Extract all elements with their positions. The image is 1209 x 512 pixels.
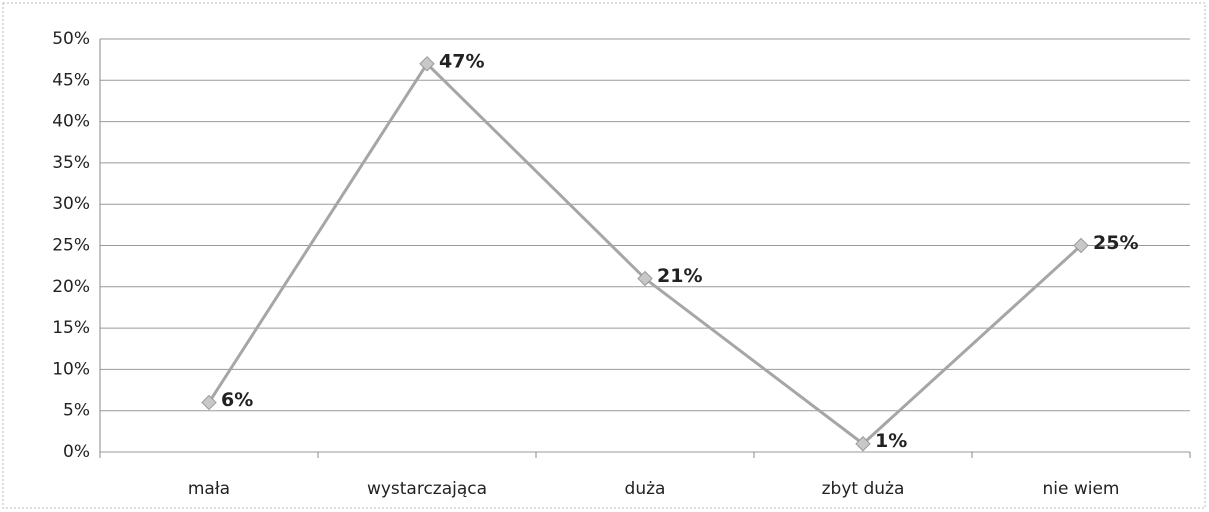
x-tick-label: duża [625, 479, 666, 499]
data-point [855, 436, 871, 452]
data-line [207, 61, 1083, 446]
x-tick-label: mała [188, 479, 230, 499]
y-tick-label: 10% [52, 359, 90, 379]
y-tick-label: 0% [63, 442, 90, 462]
y-tick-label: 15% [52, 318, 90, 338]
data-point [201, 394, 217, 411]
data-label: 1% [875, 430, 907, 452]
y-tick-label: 30% [52, 194, 90, 214]
x-tick-label: wystarczająca [367, 479, 487, 499]
data-label: 47% [439, 50, 484, 72]
y-tick-label: 40% [52, 112, 90, 132]
x-tick-label: zbyt duża [822, 479, 905, 499]
x-tick-label: nie wiem [1042, 479, 1119, 499]
data-point [1073, 237, 1089, 254]
data-point [637, 270, 653, 287]
y-tick-label: 20% [52, 277, 90, 297]
y-tick-label: 25% [52, 236, 90, 256]
y-tick-label: 50% [52, 29, 90, 49]
y-tick-label: 45% [52, 70, 90, 90]
data-label: 6% [221, 389, 253, 411]
y-tick-label: 35% [52, 153, 90, 173]
data-label: 25% [1093, 232, 1138, 254]
y-tick-label: 5% [63, 401, 90, 421]
data-point [419, 56, 435, 72]
data-label: 21% [657, 265, 702, 287]
